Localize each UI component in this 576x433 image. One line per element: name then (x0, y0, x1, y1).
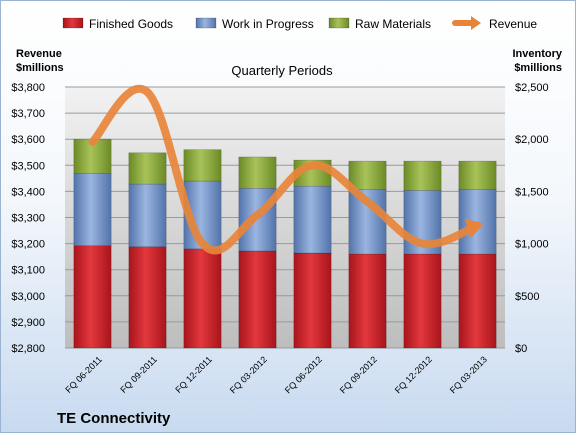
y-right-tick-label: $2,000 (515, 134, 549, 146)
bar-finished-goods (73, 245, 112, 349)
y-right-tick-label: $0 (515, 343, 527, 355)
y-left-axis-title-line2: $millions (16, 62, 64, 74)
legend-swatch-revenue-arrow (471, 16, 481, 30)
legend-swatch-work-in-progress (195, 17, 217, 29)
y-left-axis-title-line1: Revenue (16, 48, 62, 60)
bar-finished-goods (348, 253, 387, 349)
x-category-label: FQ 03-2012 (228, 354, 269, 395)
y-right-axis-title-line2: $millions (514, 62, 562, 74)
chart-footer-title: TE Connectivity (57, 410, 171, 427)
bar-raw-materials (183, 149, 222, 182)
y-left-tick-label: $3,400 (11, 186, 45, 198)
x-category-label: FQ 03-2013 (448, 354, 489, 395)
y-left-tick-label: $3,700 (11, 108, 45, 120)
x-category-label: FQ 06-2012 (283, 354, 324, 395)
bar-raw-materials (238, 156, 277, 189)
legend-label-revenue: Revenue (489, 17, 537, 31)
bar-work-in-progress (293, 185, 332, 254)
y-left-tick-label: $2,900 (11, 317, 45, 329)
y-right-tick-label: $1,500 (515, 186, 549, 198)
y-right-tick-label: $500 (515, 291, 539, 303)
x-category-label: FQ 12-2011 (173, 354, 214, 395)
bar-finished-goods (403, 253, 442, 349)
bar-work-in-progress (128, 183, 167, 248)
revenue-line (88, 85, 482, 255)
legend-label-work-in-progress: Work in Progress (222, 17, 314, 31)
x-category-label: FQ 12-2012 (393, 354, 434, 395)
y-left-tick-label: $3,500 (11, 160, 45, 172)
revenue-arrowhead (464, 218, 484, 238)
y-left-tick-label: $3,000 (11, 291, 45, 303)
y-left-tick-label: $3,600 (11, 134, 45, 146)
bar-work-in-progress (73, 173, 112, 246)
legend-swatch-finished-goods (62, 17, 84, 29)
bar-finished-goods (183, 248, 222, 349)
y-left-tick-label: $3,100 (11, 265, 45, 277)
bar-finished-goods (128, 246, 167, 349)
y-left-tick-label: $2,800 (11, 343, 45, 355)
bar-raw-materials (403, 160, 442, 191)
x-category-label: FQ 09-2011 (118, 354, 159, 395)
bar-raw-materials (348, 160, 387, 190)
bar-finished-goods (293, 252, 332, 349)
y-left-tick-label: $3,800 (11, 82, 45, 94)
x-category-label: FQ 06-2011 (63, 354, 104, 395)
x-category-label: FQ 09-2012 (338, 354, 379, 395)
chart-subtitle: Quarterly Periods (231, 63, 333, 78)
bar-finished-goods (458, 253, 497, 349)
y-right-axis-title-line1: Inventory (512, 48, 562, 60)
legend-swatch-raw-materials (328, 17, 350, 29)
bar-raw-materials (128, 152, 167, 185)
bar-finished-goods (238, 250, 277, 349)
legend-label-raw-materials: Raw Materials (355, 17, 431, 31)
y-left-tick-label: $3,300 (11, 213, 45, 225)
y-right-tick-label: $2,500 (515, 82, 549, 94)
y-left-tick-label: $3,200 (11, 239, 45, 251)
legend-label-finished-goods: Finished Goods (89, 17, 173, 31)
bar-raw-materials (458, 160, 497, 190)
y-right-tick-label: $1,000 (515, 239, 549, 251)
